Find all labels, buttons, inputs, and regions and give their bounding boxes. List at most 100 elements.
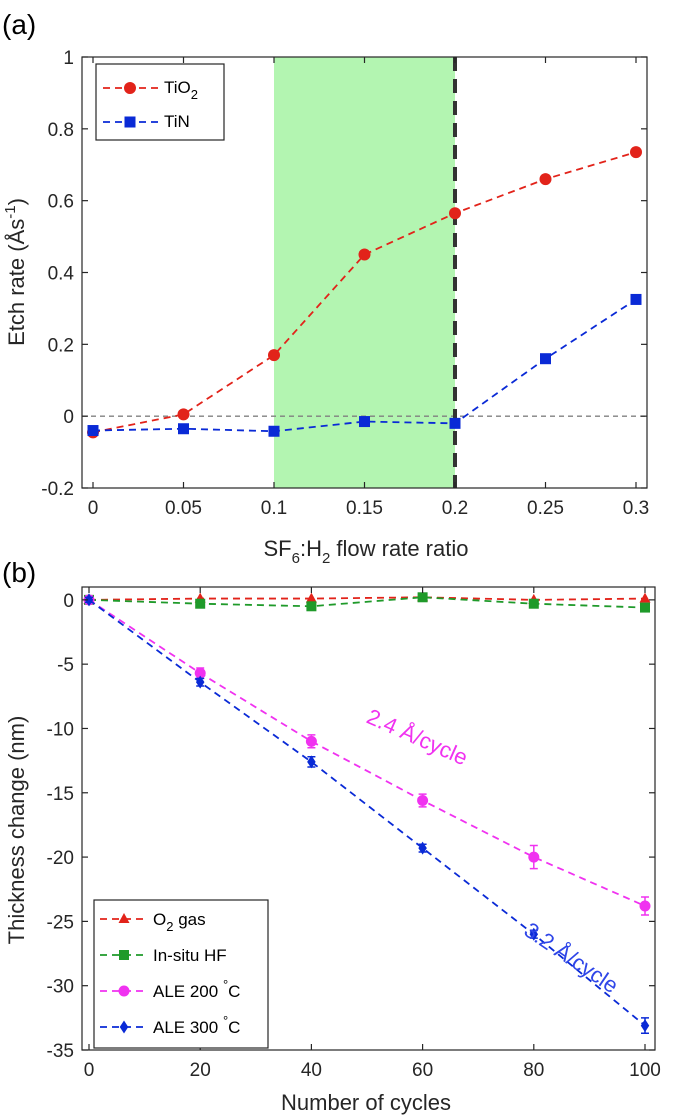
panel-b-ytick-label-2: -25: [47, 912, 74, 933]
panel-b-series-1-point-2: [306, 601, 317, 612]
panel-b-series-1-point-5: [640, 602, 650, 613]
panel-a-ytick-label-6: 1: [63, 48, 74, 69]
panel-a-ytick-label-4: 0.6: [48, 192, 74, 213]
panel-b-ytick-label-4: -15: [47, 784, 74, 805]
panel-a-series-0-point-5: [539, 173, 552, 186]
panel-a-xtick-label-0: 0: [88, 498, 99, 519]
panel-a-series-1-point-5: [540, 353, 551, 365]
panel-a-legend-box: [95, 63, 225, 141]
panel-b-series-1-point-1: [195, 598, 206, 609]
panel-b-xtick-label-1: 20: [190, 1060, 211, 1081]
panel-a-series-1-point-3: [359, 416, 370, 428]
panel-a-y-label-sup: -1: [2, 205, 19, 218]
panel-a-y-axis-label: Etch rate (Ås-1): [2, 198, 29, 346]
panel-b-series-2-line: [88, 599, 646, 907]
panel-a-x-label-sub1: 6: [292, 550, 300, 567]
panel-b-series-0-line: [88, 596, 646, 601]
panel-a: (a) 0 0.05 0.1 0.15 0.2 0.25 0.3 -0.2 0 0.2 0.4 0.6…: [2, 9, 649, 567]
panel-b-ytick-label-7: 0: [63, 591, 74, 612]
panel-b-series-3-point-0: [84, 593, 94, 607]
panel-b-series-3-point-2: [307, 755, 316, 769]
panel-b-xtick-label-3: 60: [412, 1060, 433, 1081]
panel-b-series-1-line: [88, 596, 646, 609]
panel-a-ytick-label-1: 0: [63, 407, 74, 428]
panel-a-legend: TiO2 TiN: [95, 63, 225, 141]
legend-a-sample-marker-1: [124, 116, 136, 128]
legend-o2-gas-label: O2 gas: [153, 910, 206, 934]
panel-a-xtick-label-5: 0.25: [527, 498, 564, 519]
panel-a-series-0-point-4: [449, 207, 461, 220]
annotation-3.2-per-cycle: 3.2 Å/cycle: [520, 917, 623, 998]
panel-a-x-label-tail: flow rate ratio: [330, 536, 468, 561]
panel-a-x-label-main: SF: [264, 536, 292, 561]
annotation-2.4-per-cycle: 2.4 Å/cycle: [363, 704, 471, 771]
panel-b-series-3-point-5: [640, 1019, 650, 1033]
panel-b-ytick-label-0: -35: [47, 1041, 74, 1062]
legend-a-sample-marker-0: [124, 82, 136, 94]
legend-ale-200-label: ALE 200 °C: [153, 977, 240, 1001]
panel-b-xtick-label-5: 100: [629, 1060, 661, 1081]
panel-a-axes: 0 0.05 0.1 0.15 0.2 0.25 0.3 -0.2 0 0.2 0.4 0.6 0.8 1: [41, 48, 649, 519]
panel-b-series-3-point-3: [418, 841, 427, 855]
panel-a-xtick-label-1: 0.05: [165, 498, 202, 519]
panel-a-ytick-label-0: -0.2: [41, 479, 74, 500]
panel-b-series-2-point-2: [305, 735, 317, 747]
panel-a-x-axis-label: SF6:H2 flow rate ratio: [264, 536, 469, 567]
panel-b-ytick-label-5: -10: [47, 719, 74, 740]
panel-a-ytick-label-5: 0.8: [48, 120, 74, 141]
panel-a-series-0-point-6: [630, 146, 642, 159]
panel-a-series-1-point-0: [87, 425, 99, 437]
panel-b: (b) 0 20 40 60 80 100 -35 -30 -25 -20 -15 -10 -5 0 Th…: [2, 557, 661, 1115]
panel-a-series-0-point-1: [177, 408, 190, 421]
panel-a-x-label-sub2: 2: [322, 550, 330, 567]
panel-b-ytick-label-6: -5: [57, 655, 74, 676]
panel-a-series-1-point-2: [268, 425, 280, 437]
panel-a-series-0-point-3: [358, 248, 371, 261]
legend-tio2-label: TiO2: [164, 78, 198, 102]
panel-a-series-1-point-4: [449, 417, 461, 429]
panel-a-xtick-label-3: 0.15: [346, 498, 383, 519]
legend-b-sample-marker-3: [119, 1020, 129, 1034]
panel-a-plot-area: [82, 57, 647, 488]
panel-b-series-2-point-3: [417, 794, 429, 806]
legend-b-sample-marker-0: [118, 913, 130, 923]
panel-b-series-1-point-4: [528, 598, 539, 609]
panel-b-ytick-label-1: -30: [47, 977, 74, 998]
panel-b-axes: 0 20 40 60 80 100 -35 -30 -25 -20 -15 -10 -5 0: [47, 586, 661, 1081]
panel-b-series-0-point-5: [639, 592, 651, 603]
panel-b-ytick-label-3: -20: [47, 848, 74, 869]
legend-ale-300-label: ALE 300 °C: [153, 1013, 240, 1037]
panel-b-frame: [81, 586, 656, 1051]
panel-a-label: (a): [2, 9, 36, 40]
panel-b-xtick-label-2: 40: [301, 1060, 322, 1081]
legend-b-sample-marker-1: [119, 950, 129, 960]
panel-b-legend: O2 gas In-situ HF ALE 200 °C ALE 300 °C: [93, 899, 269, 1049]
legend-in-situ-hf-label: In-situ HF: [153, 946, 227, 965]
panel-a-x-label-mid: :H: [300, 536, 322, 561]
panel-a-series-1-point-6: [630, 293, 642, 305]
panel-a-ytick-label-2: 0.2: [48, 335, 74, 356]
panel-b-series-1-point-3: [417, 592, 428, 603]
panel-a-xtick-label-2: 0.1: [261, 498, 287, 519]
panel-b-y-axis-label: Thickness change (nm): [4, 716, 29, 945]
panel-b-series-2-point-5: [639, 900, 651, 912]
panel-b-xtick-label-0: 0: [84, 1060, 95, 1081]
panel-b-plot-area: [83, 591, 651, 1035]
panel-a-y-label-tail: ): [4, 198, 29, 205]
panel-b-series-2-point-1: [194, 667, 206, 679]
panel-a-y-label-main: Etch rate (Ås: [4, 219, 29, 346]
panel-b-label: (b): [2, 557, 36, 588]
panel-a-xtick-label-6: 0.3: [623, 498, 649, 519]
panel-b-series-3-point-1: [195, 675, 205, 689]
legend-b-sample-marker-2: [118, 985, 130, 997]
panel-b-x-axis-label: Number of cycles: [281, 1090, 451, 1115]
legend-tin-label: TiN: [164, 112, 190, 131]
panel-b-series-2-point-4: [528, 851, 540, 863]
panel-a-series-0-point-2: [268, 349, 280, 362]
panel-a-series-1-point-1: [178, 423, 189, 435]
panel-b-series-0-point-2: [305, 592, 317, 603]
panel-a-ytick-label-3: 0.4: [48, 264, 75, 285]
panel-b-series-3-point-4: [529, 927, 539, 941]
panel-b-xtick-label-4: 80: [523, 1060, 544, 1081]
